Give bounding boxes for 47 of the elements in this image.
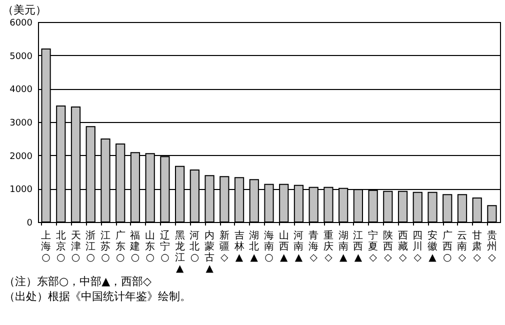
x-tick-label: 广西○ — [442, 230, 452, 264]
x-tick-label: 黑龙江▲ — [174, 230, 185, 274]
bar — [457, 194, 468, 222]
x-tick-label: 安徽▲ — [428, 230, 438, 264]
x-tick-label: 宁夏◇ — [368, 230, 378, 264]
x-tick-label: 浙江○ — [86, 230, 96, 264]
x-tick-label: 山西▲ — [278, 230, 289, 264]
y-tick-label: 1000 — [10, 185, 33, 196]
x-tick-label: 四川◇ — [412, 230, 423, 264]
x-tick-label: 内蒙古▲ — [204, 230, 215, 274]
y-tick-label: 5000 — [10, 52, 33, 62]
bar — [472, 198, 482, 222]
x-tick-label: 新疆◇ — [219, 230, 230, 264]
y-tick-label: 4000 — [10, 85, 33, 96]
bar — [412, 192, 422, 222]
x-tick-label: 甘肃◇ — [472, 230, 482, 264]
x-tick-label: 北京○ — [56, 230, 66, 264]
x-tick-label: 云南◇ — [457, 230, 468, 264]
y-tick-label: 0 — [26, 218, 33, 228]
x-tick-label: 贵州◇ — [486, 230, 497, 264]
y-tick-label: 2000 — [10, 152, 33, 162]
y-axis-title: （美元） — [2, 4, 46, 16]
x-tick-label: 福建○ — [129, 230, 140, 264]
bar — [487, 205, 497, 222]
x-tick-label: 陕西◇ — [382, 230, 393, 264]
x-tick-label: 江苏○ — [100, 230, 110, 264]
x-tick-label: 湖南▲ — [338, 230, 348, 264]
x-tick-label: 山东○ — [145, 230, 156, 264]
x-tick-label: 河南▲ — [294, 230, 304, 264]
x-tick-label: 江西▲ — [353, 230, 364, 264]
x-tick-label: 河北○ — [190, 230, 200, 264]
x-tick-label: 辽宁○ — [160, 230, 170, 264]
bar — [428, 192, 438, 222]
y-tick-label: 6000 — [10, 18, 33, 28]
x-tick-label: 西藏◇ — [398, 230, 408, 264]
text: （出处）根据《中国统计年鉴》绘制。 — [3, 289, 192, 304]
y-tick-label: 3000 — [10, 118, 33, 128]
x-tick-label: 重庆◇ — [323, 230, 334, 264]
text: （注）东部○，中部▲，西部◇ — [3, 274, 153, 289]
x-tick-label: 青海◇ — [308, 230, 319, 264]
x-tick-label: 吉林▲ — [233, 230, 244, 264]
x-tick-label: 天津○ — [70, 230, 81, 264]
x-tick-label: 上海○ — [41, 230, 52, 264]
bar — [442, 194, 452, 222]
x-tick-label: 湖北▲ — [249, 230, 260, 264]
x-tick-label: 广东○ — [115, 230, 126, 264]
x-tick-label: 海南○ — [264, 230, 274, 264]
